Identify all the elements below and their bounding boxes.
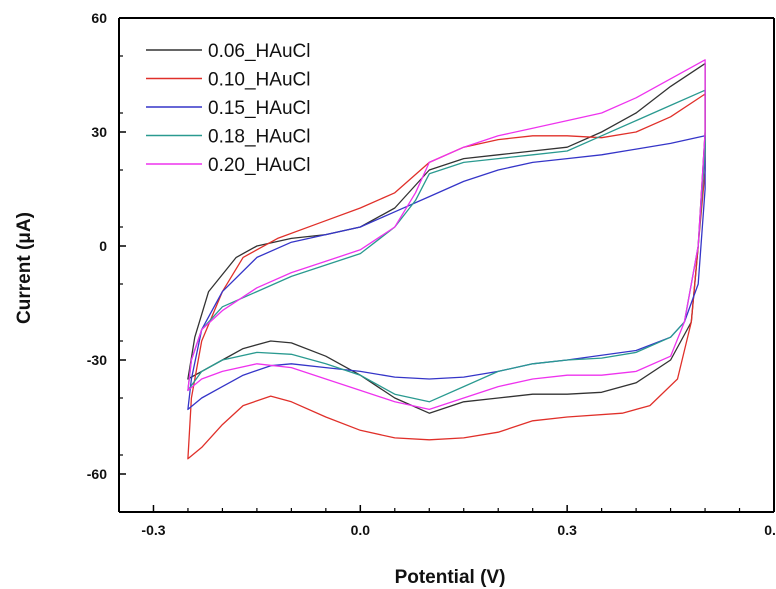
y-tick-label: 60 — [91, 10, 107, 26]
x-tick-label: 0.6 — [764, 522, 776, 538]
series-line-5 — [187, 59, 706, 411]
legend-label-3: 0.15_HAuCl — [208, 98, 310, 119]
y-tick-label: -30 — [87, 352, 107, 368]
y-axis-title: Current (μA) — [14, 212, 35, 324]
x-tick-label: 0.0 — [351, 522, 371, 538]
x-tick-label: 0.3 — [557, 522, 577, 538]
axes: -60 -30 0 30 60 -0.3 0.0 0.3 0.6 — [87, 10, 776, 538]
legend-label-2: 0.10_HAuCl — [208, 70, 310, 91]
y-tick-label: -60 — [87, 466, 107, 482]
y-tick-label: 0 — [99, 238, 107, 254]
x-axis-title: Potential (V) — [395, 567, 506, 588]
legend: 0.06_HAuCl 0.10_HAuCl 0.15_HAuCl 0.18_HAuCl… — [146, 41, 310, 176]
y-tick-label: 30 — [91, 124, 107, 140]
x-tick-label: -0.3 — [141, 522, 165, 538]
series-lines — [187, 59, 706, 460]
legend-label-5: 0.20_HAuCl — [208, 155, 310, 176]
legend-label-1: 0.06_HAuCl — [208, 41, 310, 62]
series-line-2 — [187, 93, 706, 460]
series-line-3 — [187, 135, 706, 411]
legend-label-4: 0.18_HAuCl — [208, 127, 310, 148]
